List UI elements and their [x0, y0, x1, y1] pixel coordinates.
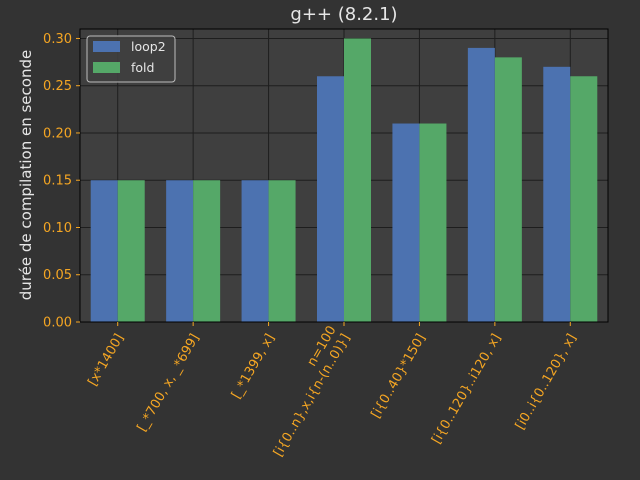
x-tick-label: [i0..i{0..120}, x]: [513, 332, 580, 433]
y-axis-ticks: 0.00 0.05 0.10 0.15 0.20 0.25 0.30: [43, 32, 80, 331]
chart-title: g++ (8.2.1): [290, 4, 397, 25]
y-axis-label: durée de compilation en seconde: [17, 50, 35, 300]
bar-loop2: [90, 180, 118, 322]
bar-fold: [494, 57, 522, 323]
bar-loop2: [543, 66, 571, 322]
x-tick-label: [_*1399, x]: [229, 332, 278, 402]
bars: [90, 38, 598, 323]
x-tick-label-line: [i{0..120}..i120, x]: [429, 332, 504, 447]
bar-fold: [344, 38, 371, 323]
y-tick-label: 0.00: [43, 316, 72, 331]
x-tick-label-line: [i{0..40}*150]: [369, 332, 429, 422]
bar-loop2: [392, 123, 420, 322]
y-tick-label: 0.20: [43, 126, 72, 141]
y-tick-label: 0.10: [43, 221, 72, 236]
legend-label-loop2: loop2: [131, 39, 166, 54]
x-tick-label: [i{0..120}..i120, x]: [429, 332, 504, 447]
legend-swatch-loop2: [93, 41, 120, 52]
bar-loop2: [241, 180, 269, 322]
x-tick-label-line: [_*1399, x]: [229, 332, 278, 402]
bar-fold: [117, 180, 145, 322]
x-tick-label-line: [x*1400]: [85, 332, 127, 389]
legend-swatch-fold: [93, 62, 120, 73]
legend: loop2 fold: [86, 35, 176, 83]
bar-fold: [570, 76, 598, 323]
legend-label-fold: fold: [131, 60, 154, 75]
x-tick-label-line: [_*700, x, _*699]: [135, 332, 203, 435]
bar-loop2: [467, 47, 495, 322]
x-tick-label-line: [i0..i{0..120}, x]: [513, 332, 580, 433]
bar-fold: [419, 123, 447, 322]
y-tick-label: 0.15: [43, 174, 72, 189]
bar-loop2: [166, 180, 194, 322]
bar-fold: [268, 180, 296, 322]
bar-loop2: [317, 76, 344, 323]
x-axis-ticks: [x*1400] [_*700, x, _*699] [_*1399, x] n=10…: [85, 322, 580, 459]
y-tick-label: 0.30: [43, 32, 72, 47]
x-tick-label: [x*1400]: [85, 332, 127, 389]
x-tick-label: [_*700, x, _*699]: [135, 332, 203, 435]
x-tick-label: [i{0..40}*150]: [369, 332, 429, 422]
y-tick-label: 0.25: [43, 79, 72, 94]
bar-fold: [193, 180, 221, 322]
y-tick-label: 0.05: [43, 268, 72, 283]
